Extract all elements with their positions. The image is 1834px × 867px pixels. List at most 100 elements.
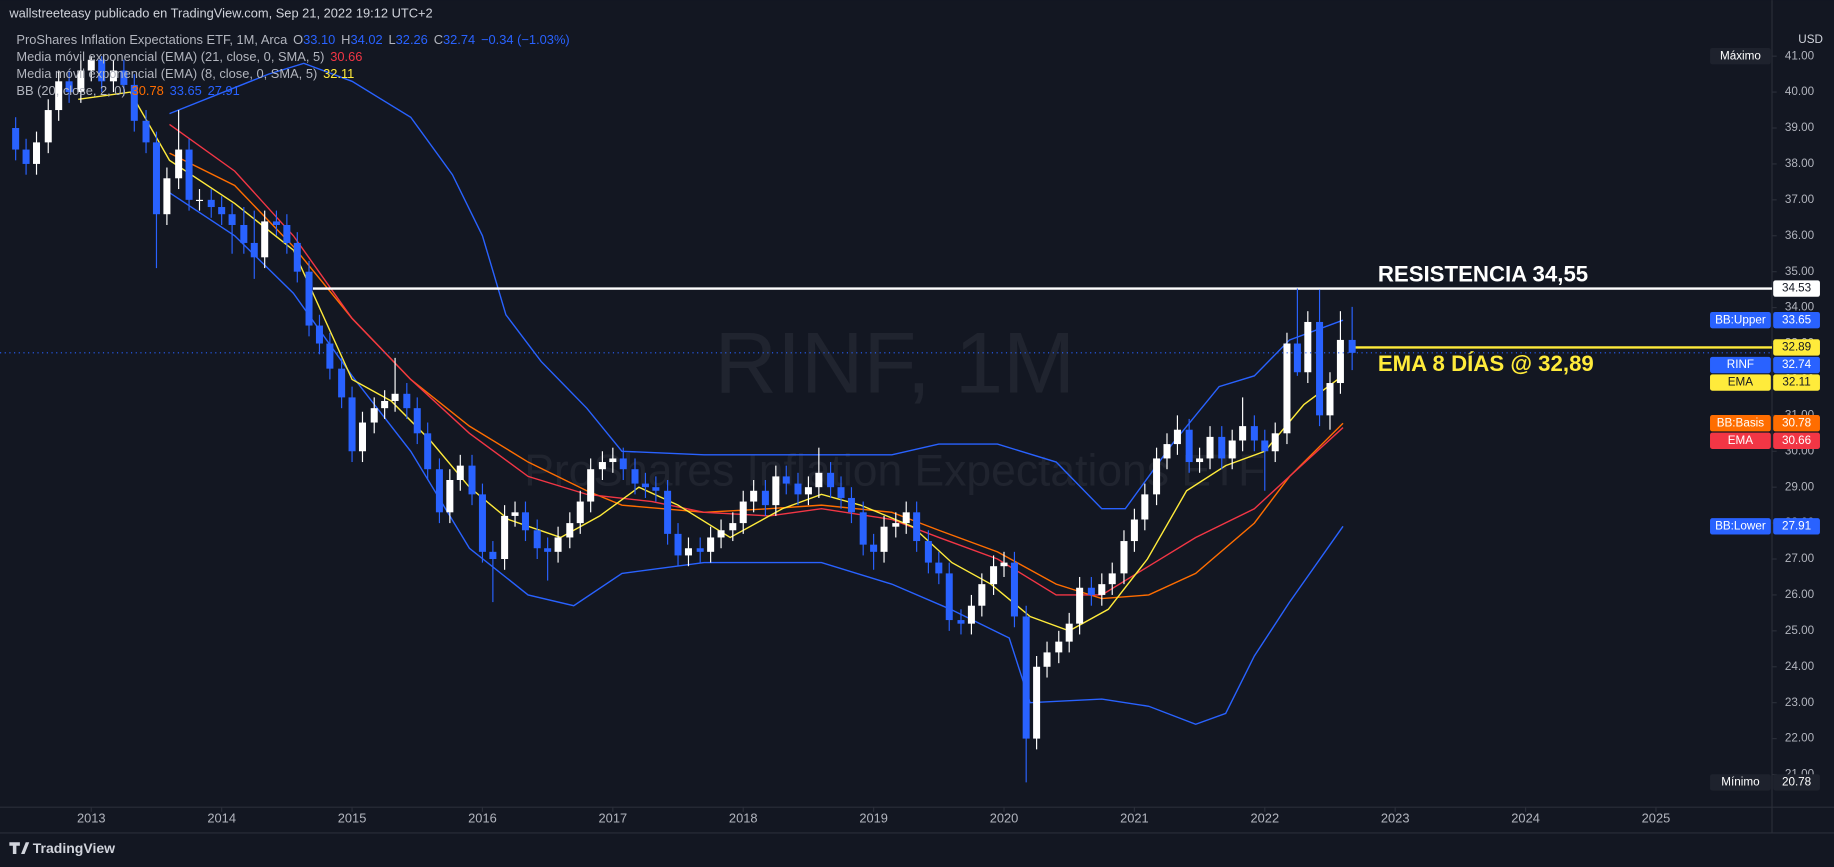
annotation: RESISTENCIA 34,55: [1378, 262, 1588, 287]
y-tick-label: 36.00: [1785, 229, 1815, 242]
legend-value: 34.02: [350, 32, 382, 47]
badge-name: BB:Basis: [1717, 416, 1765, 429]
candle-body: [403, 393, 411, 409]
candle-body: [772, 476, 780, 506]
candle-body: [913, 512, 921, 542]
legend-value: 30.66: [330, 49, 362, 64]
candle-body: [1022, 616, 1030, 739]
candle-body: [1348, 339, 1356, 353]
y-tick-label: 35.00: [1785, 265, 1815, 278]
badge-value: 27.91: [1782, 519, 1811, 532]
badge-name: BB:Lower: [1715, 519, 1766, 532]
candle-body: [1316, 321, 1324, 416]
legend-title: Media móvil exponencial (EMA) (21, close…: [16, 49, 324, 64]
candle-body: [33, 142, 41, 164]
candle-body: [1206, 436, 1214, 459]
candle-body: [207, 199, 215, 208]
candle-body: [967, 605, 975, 624]
candle-body: [87, 59, 95, 71]
candle-body: [1239, 426, 1247, 441]
badge-name: EMA: [1728, 434, 1754, 447]
x-tick-label: 2023: [1381, 810, 1410, 825]
candle-body: [1228, 440, 1236, 459]
badge-value: 30.78: [1782, 416, 1811, 429]
candle-body: [1055, 641, 1063, 653]
candle-body: [859, 512, 867, 545]
badge-name-bg: [1710, 374, 1771, 391]
badge-value-bg: [1773, 774, 1820, 791]
candle-body: [566, 523, 574, 538]
legend-value: 32.26: [396, 32, 428, 47]
candle-body: [554, 537, 562, 552]
footer-logo: [9, 842, 30, 854]
candle-body: [990, 566, 998, 585]
candle-body: [684, 548, 692, 556]
candle-body: [1336, 339, 1344, 384]
badge-name-bg: [1710, 518, 1771, 535]
candle-body: [1271, 433, 1279, 452]
candle-body: [1196, 458, 1204, 463]
candle-body: [456, 465, 464, 480]
badge-value: 32.74: [1782, 358, 1812, 371]
badge-name: Mínimo: [1721, 776, 1760, 789]
candle-body: [1076, 587, 1084, 624]
candle-body: [1261, 440, 1269, 452]
legend-key: H: [341, 32, 350, 47]
legend-value: −0.34 (−1.03%): [481, 32, 570, 47]
x-tick-label: 2017: [599, 810, 628, 825]
candle-body: [641, 483, 649, 488]
watermark-symbol: RINF, 1M: [714, 316, 1075, 412]
candle-body: [1153, 458, 1161, 495]
badge-value: 32.11: [1782, 376, 1810, 389]
candle-body: [609, 458, 617, 463]
candle-body: [729, 523, 737, 531]
candle-body: [293, 242, 301, 272]
candle-body: [1173, 429, 1181, 445]
y-tick-label: 29.00: [1785, 480, 1815, 493]
candle-body: [794, 483, 802, 495]
x-tick-label: 2013: [77, 810, 106, 825]
candle-body: [1283, 343, 1291, 434]
candle-body: [195, 199, 204, 202]
y-tick-label: 27.00: [1785, 552, 1815, 565]
x-tick-label: 2020: [990, 810, 1019, 825]
y-tick-label: 23.00: [1785, 696, 1815, 709]
candle-body: [587, 469, 595, 502]
candle-body: [1087, 587, 1095, 595]
candle-body: [652, 487, 660, 491]
candle-body: [1163, 444, 1171, 459]
candle-body: [707, 537, 715, 552]
badge-value-bg: [1773, 280, 1820, 297]
legend-line: BB (20, close, 2, 0) 30.78 33.65 27.91: [16, 83, 239, 98]
candle-body: [1141, 494, 1149, 520]
candle-body: [533, 530, 541, 549]
candle-body: [261, 221, 269, 258]
candle-body: [1326, 383, 1334, 416]
legend-value: 32.74: [443, 32, 475, 47]
candle-body: [98, 59, 106, 82]
candle-body: [782, 476, 790, 484]
badge-value-bg: [1773, 518, 1820, 535]
badge-name: RINF: [1727, 358, 1754, 371]
candle-body: [576, 501, 584, 524]
x-tick-label: 2021: [1120, 810, 1149, 825]
candle-body: [435, 469, 443, 513]
legend-value: 33.65: [170, 83, 202, 98]
candle-body: [1120, 541, 1128, 574]
candle-body: [1000, 562, 1008, 567]
badge-value: 33.65: [1782, 313, 1812, 326]
legend-key: O: [293, 32, 303, 47]
x-tick-label: 2024: [1511, 810, 1540, 825]
y-tick-label: 41.00: [1785, 49, 1815, 62]
candle-body: [1185, 429, 1193, 463]
candle-body: [544, 548, 552, 552]
y-tick-label: 37.00: [1785, 193, 1815, 206]
candle-body: [664, 490, 672, 534]
legend-key: L: [388, 32, 395, 47]
header: wallstreeteasy publicado en TradingView.…: [8, 6, 432, 21]
candle-body: [631, 469, 639, 484]
legend-title: BB (20, close, 2, 0): [16, 83, 125, 98]
y-tick-label: 38.00: [1785, 157, 1815, 170]
candle-body: [750, 490, 758, 502]
